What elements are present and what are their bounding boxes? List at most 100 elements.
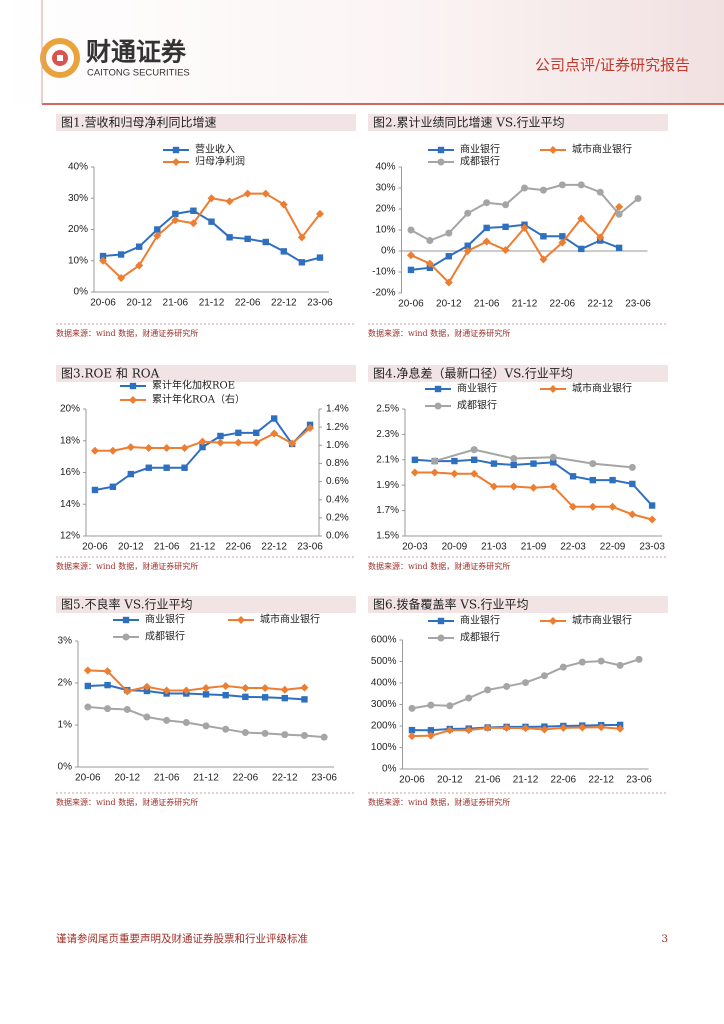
data-point bbox=[540, 672, 548, 680]
y-tick-label: 20% bbox=[60, 404, 80, 415]
legend-label: 商业银行 bbox=[460, 614, 500, 627]
data-point bbox=[221, 681, 230, 690]
y-tick-label: 30% bbox=[375, 183, 395, 194]
series-line bbox=[632, 513, 653, 521]
series-line bbox=[467, 201, 488, 215]
data-point bbox=[208, 218, 215, 225]
y-tick-label: 100% bbox=[371, 742, 397, 753]
data-point bbox=[84, 703, 92, 711]
page-number: 3 bbox=[661, 933, 668, 945]
brand: 财通证券 bbox=[86, 38, 187, 67]
x-tick-label: 21-06 bbox=[154, 542, 180, 553]
data-point bbox=[558, 238, 567, 247]
y-tick-label: 14% bbox=[60, 499, 80, 510]
x-tick-label: 20-12 bbox=[118, 542, 144, 553]
data-point bbox=[464, 242, 471, 249]
data-point bbox=[407, 266, 415, 274]
series-line bbox=[138, 235, 159, 266]
series-line bbox=[229, 192, 249, 203]
data-point bbox=[510, 455, 518, 463]
data-point bbox=[234, 438, 243, 447]
data-point bbox=[589, 460, 597, 468]
series-line bbox=[513, 456, 554, 460]
x-tick-label: 23-06 bbox=[625, 299, 651, 310]
series-line bbox=[631, 483, 653, 507]
legend-marker bbox=[129, 382, 137, 390]
data-point bbox=[445, 229, 453, 237]
data-point bbox=[315, 209, 324, 218]
data-point bbox=[126, 443, 135, 452]
data-point bbox=[549, 453, 557, 461]
data-point bbox=[172, 210, 179, 218]
data-point bbox=[539, 186, 547, 194]
logo bbox=[40, 38, 80, 78]
y-tick-label: 400% bbox=[371, 678, 397, 689]
y-tick-label: 1.9% bbox=[376, 480, 399, 491]
data-point bbox=[117, 273, 126, 282]
data-point bbox=[253, 429, 260, 437]
data-point bbox=[144, 444, 153, 453]
data-point bbox=[406, 251, 415, 260]
series-line bbox=[284, 697, 305, 701]
legend-label: 累计年化加权ROE bbox=[152, 379, 235, 392]
data-point bbox=[470, 469, 479, 478]
data-point bbox=[189, 219, 198, 228]
data-point bbox=[142, 682, 151, 691]
data-point bbox=[430, 468, 439, 477]
series-line bbox=[434, 448, 475, 463]
data-point bbox=[502, 201, 510, 209]
data-point bbox=[104, 705, 112, 713]
panel-title-bg bbox=[368, 596, 668, 613]
panel-title-bg bbox=[368, 365, 668, 382]
x-tick-label: 22-12 bbox=[587, 299, 613, 310]
x-tick-label: 20-06 bbox=[398, 299, 424, 310]
data-point bbox=[589, 476, 597, 484]
data-point bbox=[616, 661, 624, 669]
data-point bbox=[559, 233, 566, 240]
series-line bbox=[430, 729, 451, 737]
data-point bbox=[298, 259, 306, 266]
y-tick-label: 2% bbox=[58, 678, 73, 689]
series-line bbox=[192, 197, 213, 224]
x-tick-label: 20-12 bbox=[114, 773, 140, 784]
x-tick-label: 20-03 bbox=[402, 542, 428, 553]
data-point bbox=[483, 224, 490, 232]
x-tick-label: 22-12 bbox=[271, 298, 297, 309]
data-point bbox=[261, 729, 269, 737]
data-point bbox=[577, 214, 586, 223]
y2-tick-label: 0.8% bbox=[326, 458, 349, 469]
data-point bbox=[199, 443, 206, 451]
x-tick-label: 20-12 bbox=[436, 299, 462, 310]
x-tick-label: 22-12 bbox=[588, 775, 614, 786]
data-point bbox=[306, 424, 315, 433]
y2-tick-label: 1.4% bbox=[326, 404, 349, 415]
data-point bbox=[135, 243, 143, 250]
series-line bbox=[120, 264, 140, 279]
data-point bbox=[127, 470, 135, 478]
series-line bbox=[523, 227, 545, 260]
data-point bbox=[320, 733, 328, 741]
data-point bbox=[634, 195, 642, 202]
data-point bbox=[596, 233, 605, 242]
data-point bbox=[181, 464, 188, 471]
data-point bbox=[202, 722, 210, 730]
panel-title-bg bbox=[56, 365, 356, 382]
y2-tick-label: 0.2% bbox=[326, 512, 349, 523]
data-point bbox=[483, 723, 492, 732]
data-point bbox=[550, 459, 557, 466]
data-point bbox=[521, 724, 530, 733]
panel-title: 图5.不良率 VS.行业平均 bbox=[61, 597, 193, 612]
legend-marker bbox=[437, 634, 445, 642]
data-point bbox=[270, 429, 279, 438]
data-point bbox=[427, 727, 435, 734]
series-line bbox=[504, 187, 526, 206]
y-tick-label: 10% bbox=[375, 225, 395, 236]
data-point bbox=[261, 694, 269, 701]
data-point bbox=[465, 694, 473, 702]
series-line bbox=[513, 462, 534, 466]
series-line bbox=[106, 670, 128, 693]
data-point bbox=[578, 658, 586, 666]
y2-tick-label: 0.4% bbox=[326, 494, 349, 505]
data-point bbox=[578, 723, 587, 732]
